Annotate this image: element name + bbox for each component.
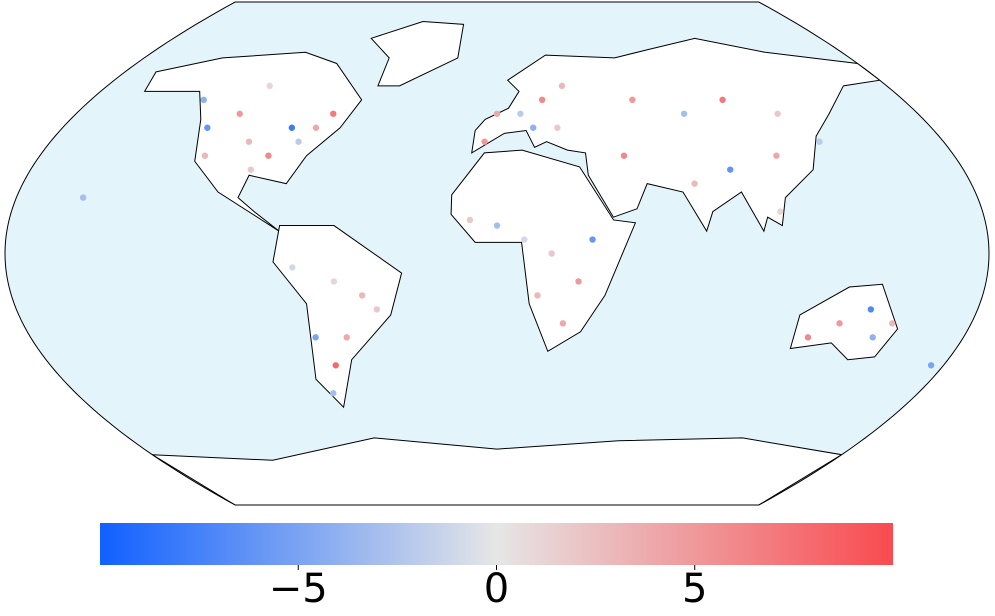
station-point <box>773 152 780 159</box>
station-point <box>247 166 255 173</box>
colorbar <box>100 523 893 565</box>
station-point <box>79 194 87 201</box>
station-point <box>680 110 688 117</box>
station-point <box>719 96 726 104</box>
station-point <box>201 152 209 159</box>
station-point <box>867 306 875 313</box>
station-point <box>777 208 784 215</box>
station-point <box>289 264 296 271</box>
station-point <box>373 306 381 313</box>
landmass <box>471 37 882 233</box>
station-point <box>288 124 296 131</box>
station-point <box>481 138 488 145</box>
station-point <box>330 110 337 117</box>
station-point <box>691 180 698 187</box>
landmass <box>789 283 899 361</box>
map-border <box>4 1 990 506</box>
station-point <box>517 110 524 117</box>
station-point <box>493 222 501 229</box>
station-point <box>330 278 338 285</box>
station-point <box>200 96 207 104</box>
station-point <box>816 138 823 145</box>
station-point <box>343 334 350 341</box>
station-point <box>727 166 734 173</box>
station-point <box>295 138 302 145</box>
station-point <box>575 278 582 285</box>
station-point <box>330 390 337 397</box>
station-point <box>836 320 843 327</box>
landmass <box>450 149 637 353</box>
land <box>143 21 899 505</box>
station-point <box>204 124 211 131</box>
station-point <box>266 82 273 90</box>
station-point <box>558 82 566 90</box>
station-point <box>620 152 628 159</box>
station-point <box>265 152 272 159</box>
colorbar-tick-label: −5 <box>269 566 328 612</box>
station-point <box>312 124 320 131</box>
station-point <box>521 236 528 243</box>
landmass <box>152 437 844 505</box>
landmass <box>272 225 403 409</box>
station-point <box>534 292 541 299</box>
station-point <box>493 110 501 117</box>
landmass <box>143 51 363 232</box>
station-point <box>466 216 474 224</box>
points <box>79 82 935 397</box>
station-point <box>927 362 935 369</box>
station-point <box>869 334 876 341</box>
landmass <box>370 21 465 87</box>
station-point <box>804 334 812 341</box>
colorbar-ticks: −5 0 5 <box>269 565 707 612</box>
station-point <box>236 110 243 117</box>
station-point <box>358 292 366 299</box>
station-point <box>774 110 781 117</box>
station-point <box>312 334 319 341</box>
station-point <box>332 362 339 369</box>
station-point <box>538 96 546 104</box>
station-point <box>629 96 636 104</box>
station-point <box>589 236 596 243</box>
station-point <box>889 320 896 327</box>
station-point <box>245 138 253 145</box>
station-point <box>554 124 561 131</box>
station-point <box>559 320 567 327</box>
colorbar-tick-label: 0 <box>484 566 509 612</box>
colorbar-tick-label: 5 <box>682 566 707 612</box>
station-point <box>548 250 555 257</box>
station-point <box>530 124 537 131</box>
